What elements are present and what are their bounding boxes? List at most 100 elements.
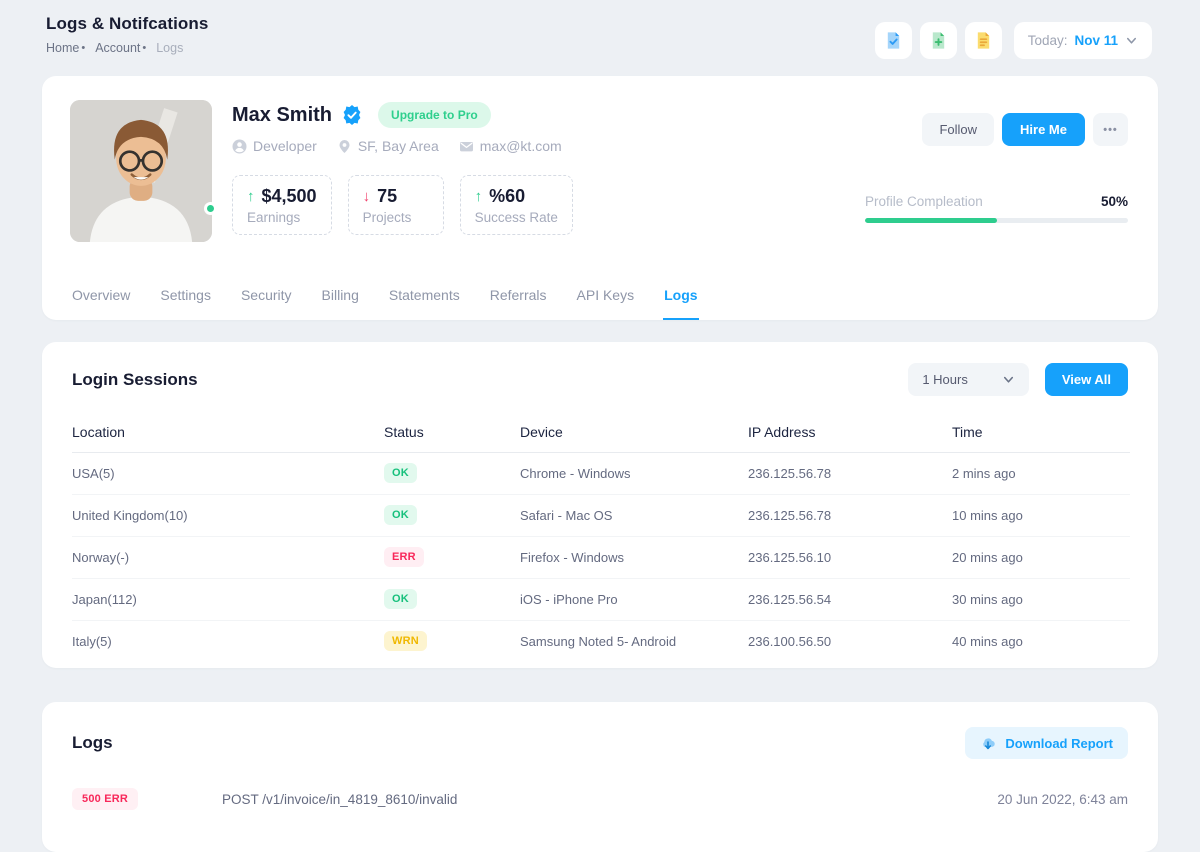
file-check-button[interactable] xyxy=(875,22,912,59)
stat-label: Success Rate xyxy=(475,210,558,225)
session-time: 2 mins ago xyxy=(952,452,1130,494)
page-title: Logs & Notifcations xyxy=(46,14,208,34)
breadcrumb-item-logs[interactable]: Logs xyxy=(156,41,183,55)
mail-icon xyxy=(459,139,474,154)
download-report-label: Download Report xyxy=(1005,736,1113,751)
sessions-head-row: LocationStatusDeviceIP AddressTime xyxy=(72,412,1130,452)
column-header: Status xyxy=(384,412,520,452)
sessions-filter-value: 1 Hours xyxy=(922,372,968,387)
session-device: Chrome - Windows xyxy=(520,452,748,494)
session-device: Safari - Mac OS xyxy=(520,494,748,536)
session-row: United Kingdom(10) OK Safari - Mac OS 23… xyxy=(72,494,1130,536)
tab-referrals[interactable]: Referrals xyxy=(489,287,548,320)
status-badge: ERR xyxy=(384,547,424,567)
logs-list: 500 ERR POST /v1/invoice/in_4819_8610/in… xyxy=(72,779,1128,819)
stat-value: $4,500 xyxy=(262,186,317,207)
profile-meta-item: Developer xyxy=(232,138,317,154)
session-device: Samsung Noted 5- Android xyxy=(520,620,748,662)
session-ip: 236.125.56.78 xyxy=(748,494,952,536)
more-options-button[interactable]: ••• xyxy=(1093,113,1128,146)
header-toolbar: Today: Nov 11 xyxy=(875,22,1152,59)
logs-card: Logs Download Report 500 ERR POST /v1/in… xyxy=(42,702,1158,852)
stat-value: %60 xyxy=(489,186,525,207)
tab-logs[interactable]: Logs xyxy=(663,287,698,320)
toolbar-buttons xyxy=(875,22,1002,59)
profile-name: Max Smith xyxy=(232,104,332,127)
status-badge: OK xyxy=(384,505,417,525)
tab-overview[interactable]: Overview xyxy=(71,287,131,320)
session-location: USA(5) xyxy=(72,452,384,494)
progress-label: Profile Compleation xyxy=(865,194,983,209)
stat-label: Earnings xyxy=(247,210,317,225)
tab-statements[interactable]: Statements xyxy=(388,287,461,320)
download-report-button[interactable]: Download Report xyxy=(965,727,1128,759)
session-ip: 236.125.56.54 xyxy=(748,578,952,620)
session-location: Italy(5) xyxy=(72,620,384,662)
stat-card: ↑ %60 Success Rate xyxy=(460,175,573,235)
sessions-filter-select[interactable]: 1 Hours xyxy=(908,363,1029,396)
session-location: Norway(-) xyxy=(72,536,384,578)
column-header: Time xyxy=(952,412,1130,452)
session-ip: 236.125.56.78 xyxy=(748,452,952,494)
date-picker[interactable]: Today: Nov 11 xyxy=(1014,22,1152,59)
profile-tabs: Overview Settings Security Billing Statement… xyxy=(71,287,699,320)
session-row: USA(5) OK Chrome - Windows 236.125.56.78… xyxy=(72,452,1130,494)
session-device: Firefox - Windows xyxy=(520,536,748,578)
session-time: 30 mins ago xyxy=(952,578,1130,620)
arrow-down-icon: ↓ xyxy=(363,188,371,205)
login-sessions-card: Login Sessions 1 Hours View All Location… xyxy=(42,342,1158,668)
profile-actions: Follow Hire Me ••• xyxy=(922,113,1128,146)
tab-api-keys[interactable]: API Keys xyxy=(576,287,636,320)
session-row: Norway(-) ERR Firefox - Windows 236.125.… xyxy=(72,536,1130,578)
user-icon xyxy=(232,139,247,154)
progress-value: 50% xyxy=(1101,194,1128,209)
session-device: iOS - iPhone Pro xyxy=(520,578,748,620)
follow-button[interactable]: Follow xyxy=(922,113,994,146)
hire-me-button[interactable]: Hire Me xyxy=(1002,113,1085,146)
file-add-button[interactable] xyxy=(920,22,957,59)
progress-bar xyxy=(865,218,1128,223)
tab-billing[interactable]: Billing xyxy=(321,287,360,320)
profile-completion: Profile Compleation 50% xyxy=(865,194,1128,223)
file-check-icon xyxy=(884,31,903,50)
session-time: 20 mins ago xyxy=(952,536,1130,578)
view-all-button[interactable]: View All xyxy=(1045,363,1128,396)
stat-value: 75 xyxy=(377,186,397,207)
cloud-download-icon xyxy=(980,735,996,751)
log-path: POST /v1/invoice/in_4819_8610/invalid xyxy=(222,792,928,807)
progress-bar-fill xyxy=(865,218,997,223)
stat-card: ↓ 75 Projects xyxy=(348,175,444,235)
tab-security[interactable]: Security xyxy=(240,287,293,320)
profile-stats: ↑ $4,500 Earnings ↓ 75 Projects ↑ %60 Su… xyxy=(232,175,573,235)
stat-label: Projects xyxy=(363,210,429,225)
session-row: Japan(112) OK iOS - iPhone Pro 236.125.5… xyxy=(72,578,1130,620)
avatar xyxy=(70,100,212,242)
file-report-button[interactable] xyxy=(965,22,1002,59)
column-header: Device xyxy=(520,412,748,452)
sessions-table: LocationStatusDeviceIP AddressTime USA(5… xyxy=(72,412,1130,662)
date-value: Nov 11 xyxy=(1074,33,1118,48)
verified-badge-icon xyxy=(342,105,362,125)
breadcrumb: Home• Account• Logs xyxy=(46,41,208,55)
breadcrumb-item-account[interactable]: Account• xyxy=(95,41,146,55)
tab-settings[interactable]: Settings xyxy=(159,287,212,320)
breadcrumb-item-home[interactable]: Home• xyxy=(46,41,85,55)
session-time: 40 mins ago xyxy=(952,620,1130,662)
chevron-down-icon xyxy=(1002,373,1015,386)
session-ip: 236.125.56.10 xyxy=(748,536,952,578)
session-location: United Kingdom(10) xyxy=(72,494,384,536)
profile-meta-item: max@kt.com xyxy=(459,138,562,154)
column-header: Location xyxy=(72,412,384,452)
column-header: IP Address xyxy=(748,412,952,452)
session-time: 10 mins ago xyxy=(952,494,1130,536)
log-time: 20 Jun 2022, 6:43 am xyxy=(928,792,1128,807)
logs-title: Logs xyxy=(72,733,113,753)
upgrade-to-pro-badge[interactable]: Upgrade to Pro xyxy=(378,102,491,128)
profile-card: Max Smith Upgrade to Pro Developer SF, B… xyxy=(42,76,1158,320)
status-badge: OK xyxy=(384,589,417,609)
sessions-title: Login Sessions xyxy=(72,370,198,390)
stat-card: ↑ $4,500 Earnings xyxy=(232,175,332,235)
status-badge: OK xyxy=(384,463,417,483)
status-badge: WRN xyxy=(384,631,427,651)
date-prefix: Today: xyxy=(1028,33,1068,48)
